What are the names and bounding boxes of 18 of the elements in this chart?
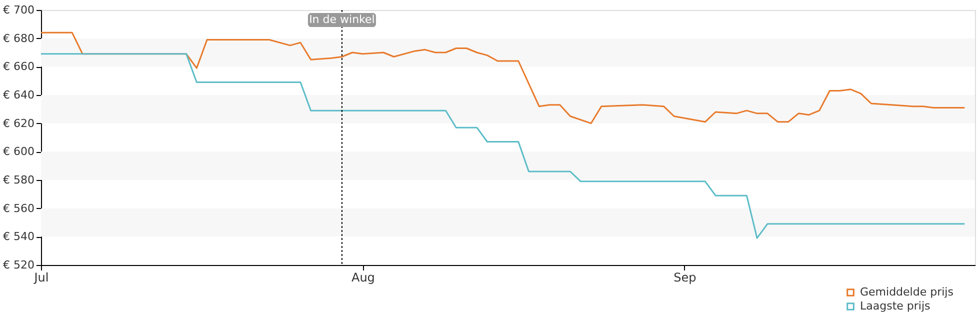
y-tick-label: € 560 bbox=[3, 202, 34, 215]
line-series bbox=[40, 53, 966, 239]
x-tick-label: Aug bbox=[351, 270, 375, 284]
y-tick-label: € 540 bbox=[3, 230, 34, 244]
y-tick-label: € 700 bbox=[3, 4, 34, 16]
x-tick-label: Sep bbox=[674, 270, 696, 284]
legend-label: Laagste prijs bbox=[860, 300, 931, 312]
y-tick-label: € 580 bbox=[3, 174, 34, 186]
line-series bbox=[40, 32, 966, 124]
y-tick-label: € 520 bbox=[3, 258, 34, 272]
y-tick-label: € 660 bbox=[3, 60, 34, 74]
y-tick-label: € 640 bbox=[3, 88, 34, 102]
legend-label: Gemiddelde prijs bbox=[860, 286, 954, 298]
y-tick-label: € 600 bbox=[3, 145, 34, 158]
y-tick-label: € 680 bbox=[3, 32, 34, 45]
ref-line-label: In de winkel bbox=[309, 13, 375, 26]
x-tick-label: Jul bbox=[33, 270, 49, 284]
y-tick-label: € 620 bbox=[3, 116, 34, 130]
